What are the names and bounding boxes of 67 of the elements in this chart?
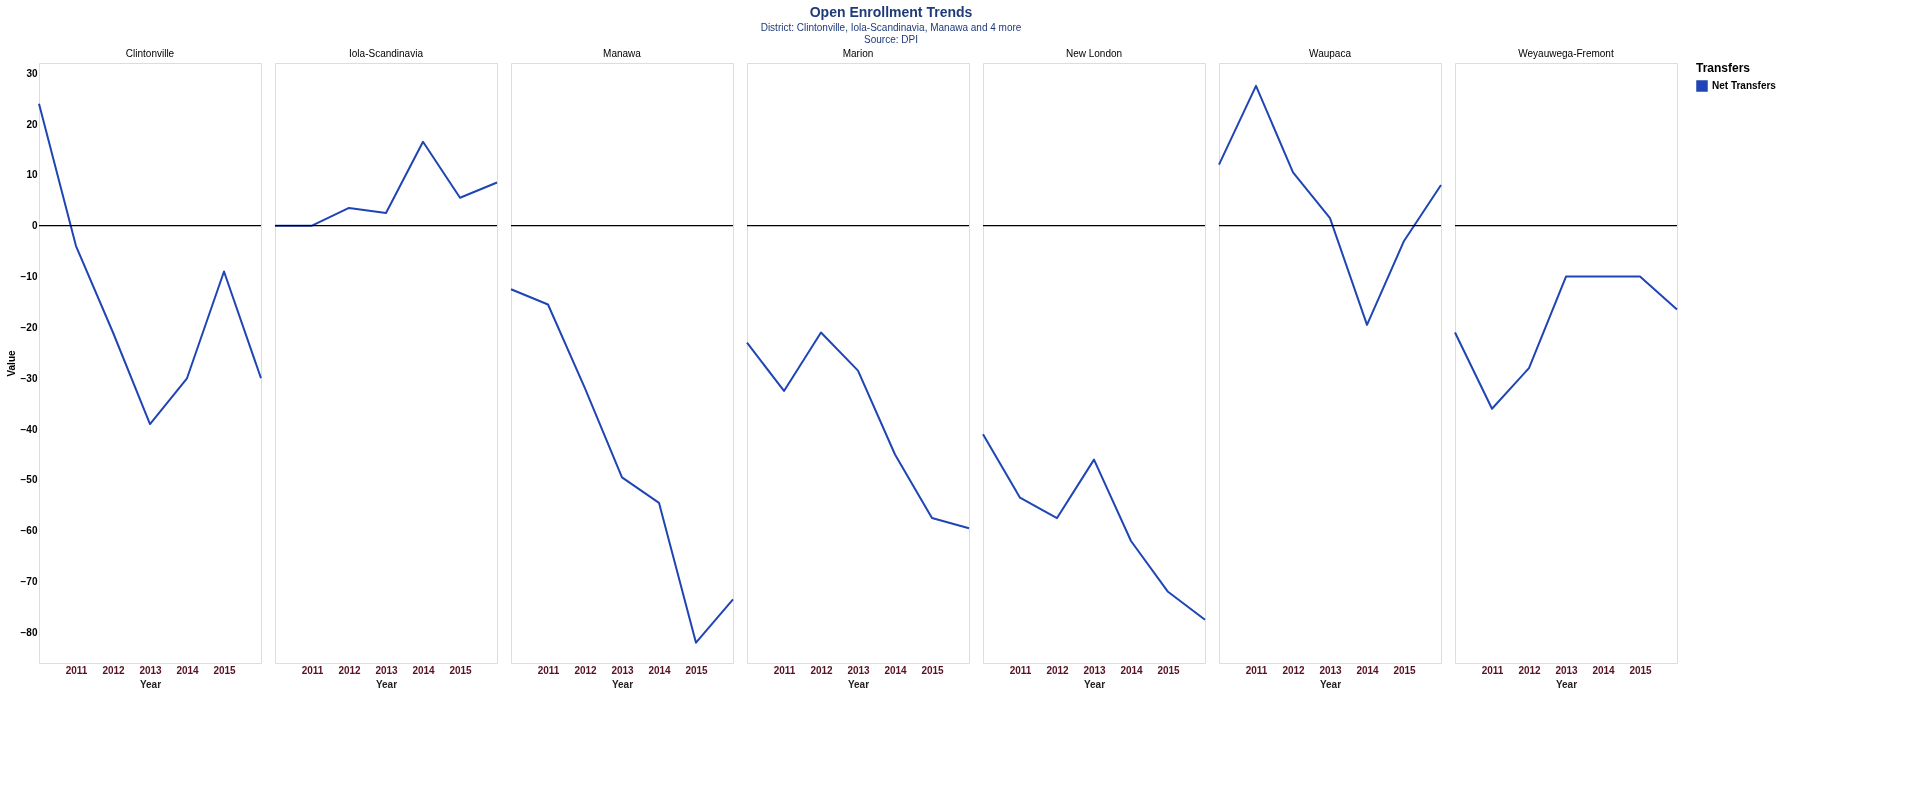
x-tick-label: 2013 — [847, 664, 871, 676]
y-tick-label: 30 — [26, 67, 38, 79]
x-tick-label: 2015 — [213, 664, 237, 676]
y-tick-label: 0 — [31, 220, 38, 232]
y-tick-label: −50 — [20, 474, 38, 486]
x-tick-label: 2013 — [139, 664, 163, 676]
y-tick-label: −20 — [20, 321, 38, 333]
x-tick-label: 2011 — [1245, 664, 1268, 676]
x-tick-label: 2011 — [1009, 664, 1032, 676]
text: Open Enrollment Trends — [809, 3, 973, 20]
chart-title: Weyauwega-Fremont — [1518, 48, 1614, 59]
x-tick-label: 2015 — [685, 664, 709, 676]
y-tick-label: −80 — [20, 626, 38, 638]
y-tick-label: −40 — [20, 423, 38, 435]
x-tick-label: 2015 — [1393, 664, 1417, 676]
x-axis-title: Year — [1319, 678, 1342, 690]
x-tick-label: 2013 — [1555, 664, 1579, 676]
x-tick-label: 2011 — [537, 664, 560, 676]
x-tick-label: 2012 — [1518, 664, 1542, 676]
y-tick-label: −10 — [20, 271, 38, 283]
chart-title: Waupaca — [1309, 48, 1352, 59]
y-tick-label: −60 — [20, 525, 38, 537]
x-tick-label: 2012 — [102, 664, 126, 676]
x-axis-title: Year — [1083, 678, 1106, 690]
y-tick-label: 10 — [26, 169, 38, 181]
y-axis-title: Value — [5, 350, 17, 377]
y-tick-label: 20 — [26, 118, 38, 130]
x-tick-label: 2011 — [65, 664, 88, 676]
legend-title: Transfers — [1696, 61, 1751, 75]
y-tick-label: −30 — [20, 372, 38, 384]
x-tick-label: 2012 — [1282, 664, 1306, 676]
x-tick-label: 2014 — [648, 664, 672, 676]
x-tick-label: 2014 — [412, 664, 436, 676]
x-tick-label: 2014 — [1356, 664, 1380, 676]
x-tick-label: 2015 — [1157, 664, 1181, 676]
chart-title: Marion — [842, 48, 874, 59]
text: District: Clintonville, Iola-Scandinavia, Manawa and 4 more — [760, 21, 1022, 33]
x-tick-label: 2014 — [176, 664, 200, 676]
x-tick-label: 2015 — [1629, 664, 1653, 676]
x-tick-label: 2014 — [1120, 664, 1144, 676]
chart-title: Clintonville — [125, 48, 175, 59]
x-axis-title: Year — [139, 678, 162, 690]
x-tick-label: 2012 — [574, 664, 598, 676]
x-tick-label: 2012 — [1046, 664, 1070, 676]
legend-label: Net Transfers — [1712, 80, 1777, 91]
x-axis-title: Year — [375, 678, 398, 690]
x-axis-title: Year — [847, 678, 870, 690]
x-tick-label: 2011 — [301, 664, 324, 676]
chart-title: Iola-Scandinavia — [349, 48, 424, 59]
x-tick-label: 2013 — [375, 664, 399, 676]
x-tick-label: 2013 — [1319, 664, 1343, 676]
chart-title: Manawa — [603, 48, 642, 59]
x-axis-title: Year — [611, 678, 634, 690]
y-tick-label: −70 — [20, 576, 38, 588]
x-tick-label: 2011 — [1481, 664, 1504, 676]
source-note: Source: DPI — [864, 33, 918, 45]
x-tick-label: 2015 — [449, 664, 473, 676]
chart-title: New London — [1065, 48, 1123, 59]
x-tick-label: 2013 — [1083, 664, 1107, 676]
x-tick-label: 2012 — [338, 664, 362, 676]
x-tick-label: 2014 — [1592, 664, 1616, 676]
x-tick-label: 2015 — [921, 664, 945, 676]
x-tick-label: 2013 — [611, 664, 635, 676]
x-tick-label: 2014 — [884, 664, 908, 676]
x-tick-label: 2012 — [810, 664, 834, 676]
x-axis-title: Year — [1555, 678, 1578, 690]
x-tick-label: 2011 — [773, 664, 796, 676]
